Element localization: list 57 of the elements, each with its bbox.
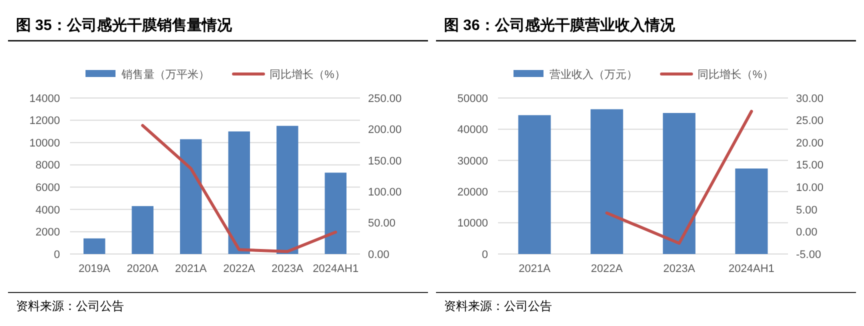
bar: [228, 131, 250, 254]
y-tick-label: 10000: [457, 218, 488, 230]
y-tick-label: 12000: [29, 115, 60, 128]
y-tick-label: 10000: [29, 137, 60, 150]
bar: [84, 238, 106, 254]
chart-title: 图 36：公司感光干膜营业收入情况: [444, 17, 676, 34]
bar: [662, 112, 696, 254]
y2-tick-label: 25.00: [796, 115, 824, 128]
x-tick-label: 2024AH1: [728, 263, 774, 275]
legend-label: 同比增长（%）: [698, 68, 774, 81]
bar: [132, 206, 154, 254]
y2-tick-label: 5.00: [796, 204, 818, 216]
y2-tick-label: 250.00: [368, 92, 402, 105]
text: 资料来源：公司公告: [444, 299, 552, 313]
y-tick-label: 50000: [457, 92, 488, 105]
y2-tick-label: 200.00: [368, 124, 402, 136]
x-tick-label: 2020A: [126, 263, 160, 275]
x-tick-label: 2024AH1: [312, 263, 359, 275]
y-tick-label: 14000: [29, 92, 60, 105]
x-tick-label: 2023A: [663, 263, 696, 275]
y2-tick-label: -5.00: [796, 248, 822, 261]
legend-label: 营业收入（万元）: [550, 68, 638, 81]
bar: [518, 115, 551, 254]
y-tick-label: 40000: [457, 124, 488, 136]
line-series: [141, 124, 338, 254]
y-tick-label: 20000: [457, 186, 488, 198]
y2-tick-label: 100.00: [368, 186, 402, 198]
y2-tick-label: 50.00: [368, 218, 396, 230]
y2-tick-label: 15.00: [796, 160, 824, 172]
bar: [735, 168, 768, 254]
y2-tick-label: 150.00: [368, 155, 402, 168]
x-tick-label: 2019A: [78, 263, 111, 275]
x-tick-label: 2023A: [271, 263, 304, 275]
y2-tick-label: 0.00: [368, 248, 390, 261]
y-tick-label: 2000: [36, 226, 60, 239]
y2-tick-label: 10.00: [796, 182, 824, 194]
x-tick-label: 2021A: [174, 263, 208, 275]
x-tick-label: 2021A: [518, 263, 552, 275]
y2-tick-label: 0.00: [796, 226, 818, 239]
y-tick-label: 0: [482, 248, 488, 261]
y-tick-label: 30000: [457, 155, 488, 168]
bar: [590, 109, 624, 254]
chart-title: 图 35：公司感光干膜销售量情况: [16, 17, 233, 34]
y2-tick-label: 30.00: [796, 92, 824, 105]
bar: [276, 126, 298, 254]
x-tick-label: 2022A: [590, 263, 624, 275]
y-tick-label: 8000: [36, 160, 60, 172]
y-tick-label: 4000: [36, 204, 60, 216]
bar: [324, 172, 346, 254]
x-tick-label: 2022A: [223, 263, 256, 275]
y-tick-label: 0: [54, 248, 60, 261]
y2-tick-label: 20.00: [796, 137, 824, 150]
y-tick-label: 6000: [36, 182, 60, 194]
legend-label: 销售量（万平米）: [120, 68, 210, 81]
bar: [180, 139, 202, 254]
text: 资料来源：公司公告: [16, 299, 124, 313]
legend-label: 同比增长（%）: [270, 68, 346, 81]
